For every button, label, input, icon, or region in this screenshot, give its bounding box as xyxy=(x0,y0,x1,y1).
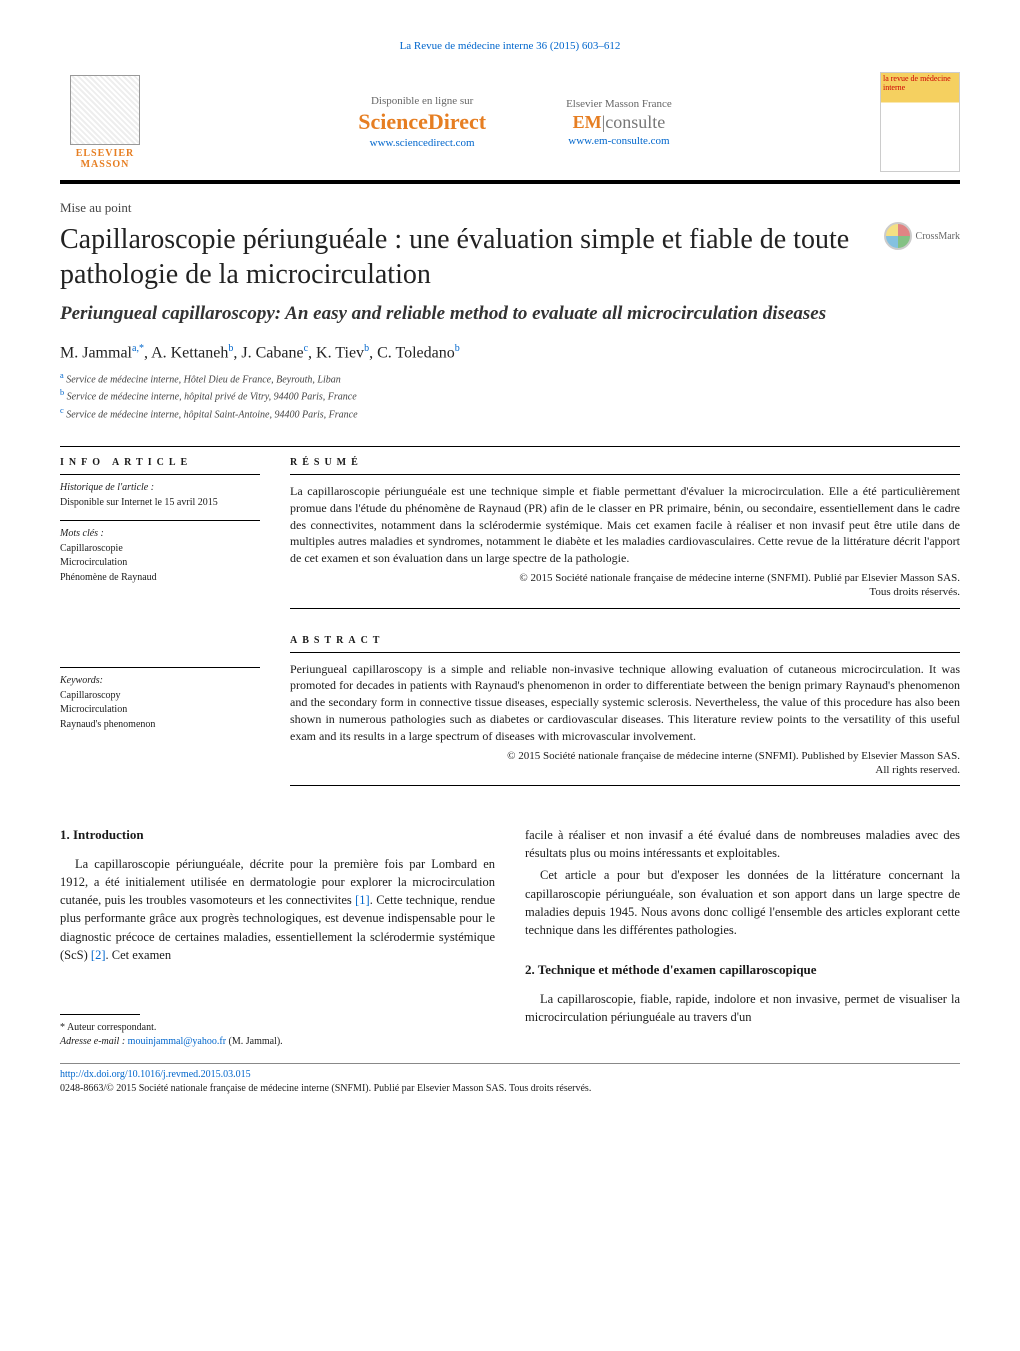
elsevier-tree-icon xyxy=(70,75,140,145)
email-link[interactable]: mouinjammal@yahoo.fr xyxy=(128,1036,226,1047)
doi-block: http://dx.doi.org/10.1016/j.revmed.2015.… xyxy=(60,1063,960,1096)
resume-cr1: © 2015 Société nationale française de mé… xyxy=(519,572,960,584)
footnotes: * Auteur correspondant. Adresse e-mail :… xyxy=(60,1021,495,1049)
sec1-p1-cont: facile à réaliser et non invasif a été é… xyxy=(525,826,960,862)
article-type: Mise au point xyxy=(60,200,960,216)
resume-copyright: © 2015 Société nationale française de mé… xyxy=(290,571,960,600)
abstract-column: RÉSUMÉ La capillaroscopie périunguéale e… xyxy=(290,447,960,786)
em-brand: EM|consulte xyxy=(566,112,672,133)
sd-label: Disponible en ligne sur xyxy=(358,95,486,107)
crossmark-icon xyxy=(884,222,912,250)
abstract-heading: ABSTRACT xyxy=(290,625,960,652)
abstract-body: Periungueal capillaroscopy is a simple a… xyxy=(290,652,960,787)
info-abstract-grid: INFO ARTICLE Historique de l'article : D… xyxy=(60,446,960,786)
sd-brand: ScienceDirect xyxy=(358,109,486,135)
info-heading: INFO ARTICLE xyxy=(60,447,260,474)
history-label: Historique de l'article : xyxy=(60,481,260,496)
logo-bar: ELSEVIER MASSON Disponible en ligne sur … xyxy=(60,72,960,184)
ref-1[interactable]: [1] xyxy=(355,893,370,907)
title-en: Periungueal capillaroscopy: An easy and … xyxy=(60,302,960,327)
resume-text: La capillaroscopie périunguéale est une … xyxy=(290,484,960,565)
crossmark-label: CrossMark xyxy=(916,231,960,242)
keywords-block: Keywords: CapillaroscopyMicrocirculation… xyxy=(60,667,260,742)
crossmark-badge[interactable]: CrossMark xyxy=(884,222,960,250)
em-prefix: EM xyxy=(573,112,602,132)
mots-cles-block: Mots clés : CapillaroscopieMicrocirculat… xyxy=(60,520,260,595)
history-text: Disponible sur Internet le 15 avril 2015 xyxy=(60,496,260,511)
em-label: Elsevier Masson France xyxy=(566,98,672,110)
emconsulte-block[interactable]: Elsevier Masson France EM|consulte www.e… xyxy=(566,98,672,147)
keywords-label: Keywords: xyxy=(60,674,260,689)
abstract-text: Periungueal capillaroscopy is a simple a… xyxy=(290,662,960,743)
body-col-right: facile à réaliser et non invasif a été é… xyxy=(525,826,960,1049)
center-links: Disponible en ligne sur ScienceDirect ww… xyxy=(358,95,672,149)
corr-email-line: Adresse e-mail : mouinjammal@yahoo.fr (M… xyxy=(60,1035,495,1049)
sec1-p1: La capillaroscopie périunguéale, décrite… xyxy=(60,855,495,964)
title-row: Capillaroscopie périunguéale : une évalu… xyxy=(60,222,960,292)
doi-copyright: 0248-8663/© 2015 Société nationale franç… xyxy=(60,1082,960,1096)
body-col-left: 1. Introduction La capillaroscopie périu… xyxy=(60,826,495,1049)
sec2-heading: 2. Technique et méthode d'examen capilla… xyxy=(525,961,960,980)
ref-2[interactable]: [2] xyxy=(91,948,106,962)
email-who: (M. Jammal). xyxy=(226,1036,283,1047)
affiliations: a Service de médecine interne, Hôtel Die… xyxy=(60,370,960,422)
em-url[interactable]: www.em-consulte.com xyxy=(566,135,672,147)
info-column: INFO ARTICLE Historique de l'article : D… xyxy=(60,447,260,786)
sec1-p2: Cet article a pour but d'exposer les don… xyxy=(525,866,960,939)
title-fr: Capillaroscopie périunguéale : une évalu… xyxy=(60,222,864,292)
sd-url[interactable]: www.sciencedirect.com xyxy=(358,137,486,149)
resume-cr2: Tous droits réservés. xyxy=(869,586,960,598)
journal-cover: la revue de médecine interne xyxy=(880,72,960,172)
mots-cles-label: Mots clés : xyxy=(60,527,260,542)
p1c: . Cet examen xyxy=(105,948,171,962)
keywords-list: CapillaroscopyMicrocirculationRaynaud's … xyxy=(60,689,260,733)
abstract-copyright: © 2015 Société nationale française de mé… xyxy=(290,749,960,778)
footnote-rule xyxy=(60,1014,140,1015)
elsevier-text: ELSEVIER MASSON xyxy=(60,148,150,170)
resume-heading: RÉSUMÉ xyxy=(290,447,960,474)
corr-author: * Auteur correspondant. xyxy=(60,1021,495,1035)
running-header: La Revue de médecine interne 36 (2015) 6… xyxy=(60,40,960,52)
mots-cles-list: CapillaroscopieMicrocirculationPhénomène… xyxy=(60,542,260,586)
elsevier-logo: ELSEVIER MASSON xyxy=(60,75,150,170)
email-label: Adresse e-mail : xyxy=(60,1036,128,1047)
body-columns: 1. Introduction La capillaroscopie périu… xyxy=(60,826,960,1049)
authors: M. Jammala,*, A. Kettanehb, J. Cabanec, … xyxy=(60,343,960,362)
resume-body: La capillaroscopie périunguéale est une … xyxy=(290,474,960,609)
sec2-p1: La capillaroscopie, fiable, rapide, indo… xyxy=(525,990,960,1026)
doi-link[interactable]: http://dx.doi.org/10.1016/j.revmed.2015.… xyxy=(60,1068,960,1082)
sciencedirect-block[interactable]: Disponible en ligne sur ScienceDirect ww… xyxy=(358,95,486,149)
em-suffix: consulte xyxy=(605,112,665,132)
history-block: Historique de l'article : Disponible sur… xyxy=(60,474,260,520)
abstract-cr1: © 2015 Société nationale française de mé… xyxy=(507,750,960,762)
abstract-cr2: All rights reserved. xyxy=(875,764,960,776)
sec1-heading: 1. Introduction xyxy=(60,826,495,845)
